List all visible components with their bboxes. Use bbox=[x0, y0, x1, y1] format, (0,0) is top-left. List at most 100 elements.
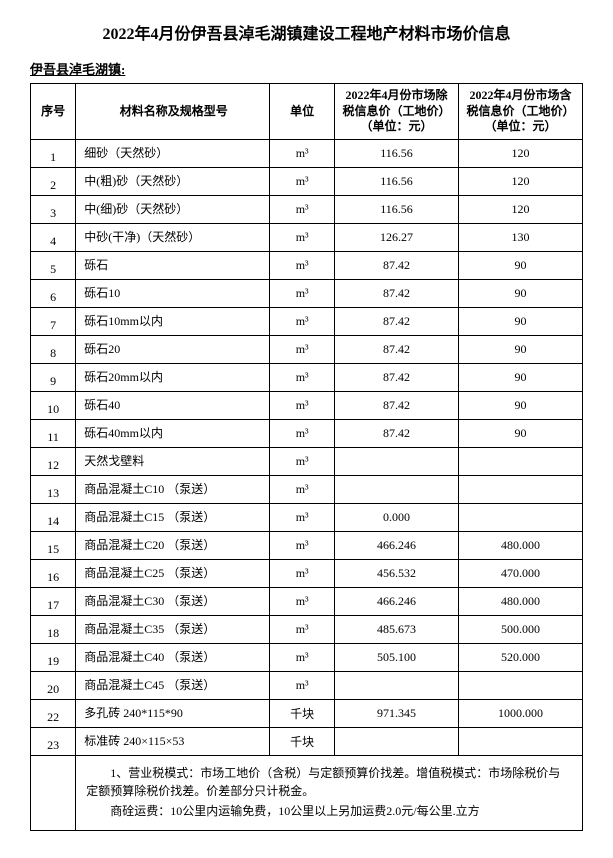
cell-unit: m³ bbox=[270, 503, 335, 531]
cell-seq: 22 bbox=[31, 699, 76, 727]
cell-unit: m³ bbox=[270, 643, 335, 671]
cell-unit: m³ bbox=[270, 139, 335, 167]
cell-seq: 11 bbox=[31, 419, 76, 447]
table-row: 13商品混凝土C10 （泵送）m³ bbox=[31, 475, 583, 503]
notes-empty bbox=[31, 755, 76, 830]
cell-incl-tax: 120 bbox=[459, 195, 583, 223]
cell-incl-tax: 480.000 bbox=[459, 587, 583, 615]
cell-excl-tax: 87.42 bbox=[335, 279, 459, 307]
cell-excl-tax bbox=[335, 727, 459, 755]
cell-excl-tax: 87.42 bbox=[335, 335, 459, 363]
cell-excl-tax: 126.27 bbox=[335, 223, 459, 251]
cell-unit: m³ bbox=[270, 223, 335, 251]
cell-seq: 15 bbox=[31, 531, 76, 559]
cell-incl-tax bbox=[459, 503, 583, 531]
table-row: 11砾石40mm以内m³87.4290 bbox=[31, 419, 583, 447]
cell-seq: 5 bbox=[31, 251, 76, 279]
note-line-1: 1、营业税模式：市场工地价（含税）与定额预算价找差。增值税模式：市场除税价与定额… bbox=[86, 764, 572, 800]
cell-incl-tax: 130 bbox=[459, 223, 583, 251]
header-name: 材料名称及规格型号 bbox=[76, 84, 270, 140]
cell-name: 砾石 bbox=[76, 251, 270, 279]
cell-unit: 千块 bbox=[270, 699, 335, 727]
cell-incl-tax: 90 bbox=[459, 419, 583, 447]
cell-excl-tax: 466.246 bbox=[335, 587, 459, 615]
cell-name: 商品混凝土C45 （泵送） bbox=[76, 671, 270, 699]
cell-seq: 7 bbox=[31, 307, 76, 335]
cell-name: 商品混凝土C20 （泵送） bbox=[76, 531, 270, 559]
materials-table: 序号 材料名称及规格型号 单位 2022年4月份市场除税信息价（工地价）（单位：… bbox=[30, 83, 583, 831]
cell-excl-tax: 116.56 bbox=[335, 195, 459, 223]
cell-seq: 1 bbox=[31, 139, 76, 167]
cell-seq: 8 bbox=[31, 335, 76, 363]
cell-name: 商品混凝土C15 （泵送） bbox=[76, 503, 270, 531]
table-row: 4中砂(干净)（天然砂）m³126.27130 bbox=[31, 223, 583, 251]
cell-incl-tax: 470.000 bbox=[459, 559, 583, 587]
cell-excl-tax: 485.673 bbox=[335, 615, 459, 643]
cell-unit: m³ bbox=[270, 279, 335, 307]
table-row: 1细砂（天然砂）m³116.56120 bbox=[31, 139, 583, 167]
table-row: 3中(细)砂（天然砂）m³116.56120 bbox=[31, 195, 583, 223]
table-row: 15商品混凝土C20 （泵送）m³466.246480.000 bbox=[31, 531, 583, 559]
cell-incl-tax: 120 bbox=[459, 139, 583, 167]
cell-unit: m³ bbox=[270, 335, 335, 363]
note-line-2: 商硂运费：10公里内运输免费，10公里以上另加运费2.0元/每公里.立方 bbox=[86, 802, 572, 820]
cell-unit: m³ bbox=[270, 615, 335, 643]
cell-unit: m³ bbox=[270, 447, 335, 475]
header-seq: 序号 bbox=[31, 84, 76, 140]
cell-seq: 17 bbox=[31, 587, 76, 615]
cell-unit: m³ bbox=[270, 195, 335, 223]
header-incl-tax: 2022年4月份市场含税信息价（工地价）（单位：元） bbox=[459, 84, 583, 140]
cell-incl-tax: 520.000 bbox=[459, 643, 583, 671]
cell-name: 商品混凝土C40 （泵送） bbox=[76, 643, 270, 671]
cell-excl-tax: 505.100 bbox=[335, 643, 459, 671]
table-row: 19商品混凝土C40 （泵送）m³505.100520.000 bbox=[31, 643, 583, 671]
header-unit: 单位 bbox=[270, 84, 335, 140]
cell-name: 商品混凝土C10 （泵送） bbox=[76, 475, 270, 503]
header-excl-tax: 2022年4月份市场除税信息价（工地价）（单位：元） bbox=[335, 84, 459, 140]
cell-seq: 9 bbox=[31, 363, 76, 391]
cell-incl-tax: 90 bbox=[459, 335, 583, 363]
cell-excl-tax bbox=[335, 475, 459, 503]
table-row: 23标准砖 240×115×53千块 bbox=[31, 727, 583, 755]
cell-unit: m³ bbox=[270, 167, 335, 195]
cell-excl-tax: 87.42 bbox=[335, 251, 459, 279]
cell-incl-tax bbox=[459, 727, 583, 755]
cell-incl-tax: 1000.000 bbox=[459, 699, 583, 727]
cell-incl-tax: 480.000 bbox=[459, 531, 583, 559]
cell-excl-tax: 116.56 bbox=[335, 139, 459, 167]
cell-unit: m³ bbox=[270, 531, 335, 559]
table-row: 12天然戈壁料m³ bbox=[31, 447, 583, 475]
cell-name: 标准砖 240×115×53 bbox=[76, 727, 270, 755]
cell-excl-tax: 87.42 bbox=[335, 419, 459, 447]
table-header-row: 序号 材料名称及规格型号 单位 2022年4月份市场除税信息价（工地价）（单位：… bbox=[31, 84, 583, 140]
cell-incl-tax bbox=[459, 475, 583, 503]
table-row: 10砾石40m³87.4290 bbox=[31, 391, 583, 419]
cell-name: 商品混凝土C30 （泵送） bbox=[76, 587, 270, 615]
notes-cell: 1、营业税模式：市场工地价（含税）与定额预算价找差。增值税模式：市场除税价与定额… bbox=[76, 755, 583, 830]
cell-unit: m³ bbox=[270, 587, 335, 615]
table-row: 7砾石10mm以内m³87.4290 bbox=[31, 307, 583, 335]
cell-excl-tax: 87.42 bbox=[335, 363, 459, 391]
cell-excl-tax: 116.56 bbox=[335, 167, 459, 195]
notes-row: 1、营业税模式：市场工地价（含税）与定额预算价找差。增值税模式：市场除税价与定额… bbox=[31, 755, 583, 830]
cell-incl-tax: 90 bbox=[459, 391, 583, 419]
cell-excl-tax: 971.345 bbox=[335, 699, 459, 727]
table-row: 22多孔砖 240*115*90千块971.3451000.000 bbox=[31, 699, 583, 727]
cell-name: 中(细)砂（天然砂） bbox=[76, 195, 270, 223]
cell-incl-tax: 90 bbox=[459, 307, 583, 335]
cell-seq: 19 bbox=[31, 643, 76, 671]
table-row: 16商品混凝土C25 （泵送）m³456.532470.000 bbox=[31, 559, 583, 587]
table-row: 6砾石10m³87.4290 bbox=[31, 279, 583, 307]
cell-name: 砾石10mm以内 bbox=[76, 307, 270, 335]
cell-excl-tax: 0.000 bbox=[335, 503, 459, 531]
table-row: 18商品混凝土C35 （泵送）m³485.673500.000 bbox=[31, 615, 583, 643]
cell-seq: 4 bbox=[31, 223, 76, 251]
cell-seq: 2 bbox=[31, 167, 76, 195]
table-row: 2中(粗)砂（天然砂）m³116.56120 bbox=[31, 167, 583, 195]
cell-incl-tax: 500.000 bbox=[459, 615, 583, 643]
cell-unit: 千块 bbox=[270, 727, 335, 755]
location-subtitle: 伊吾县淖毛湖镇: bbox=[30, 59, 583, 78]
cell-excl-tax: 87.42 bbox=[335, 307, 459, 335]
cell-unit: m³ bbox=[270, 671, 335, 699]
cell-unit: m³ bbox=[270, 307, 335, 335]
